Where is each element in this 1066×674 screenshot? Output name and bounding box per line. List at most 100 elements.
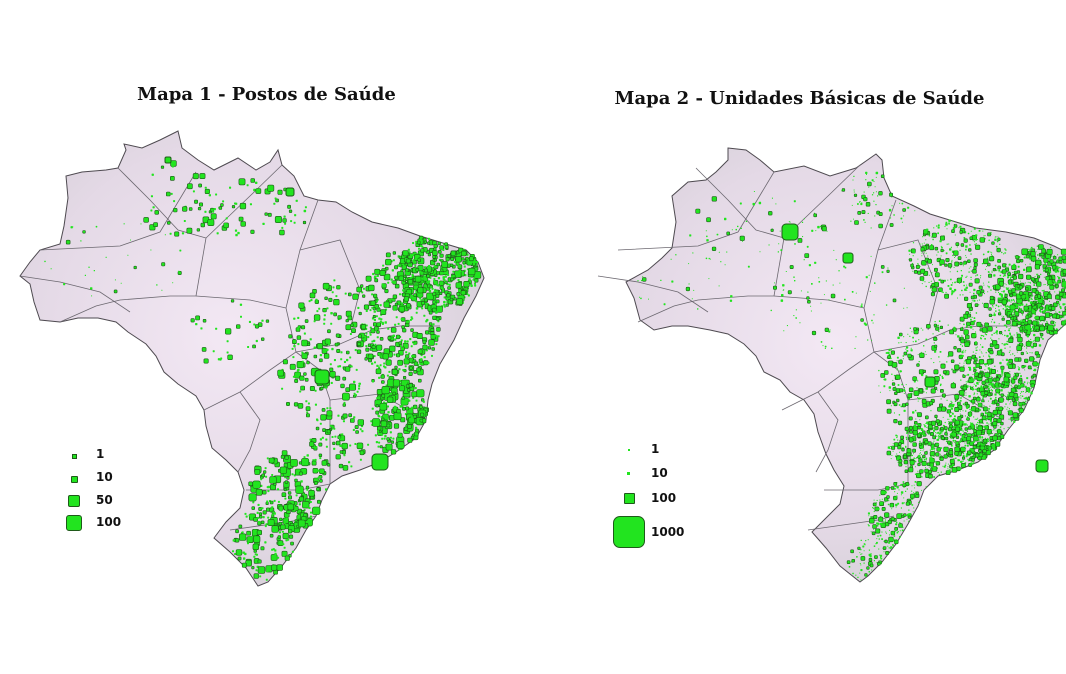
health-unit-marker (1004, 283, 1006, 285)
health-unit-marker (406, 340, 409, 343)
health-unit-marker (250, 229, 255, 234)
health-unit-marker (886, 399, 891, 405)
health-unit-marker (968, 248, 972, 252)
health-unit-marker (292, 356, 295, 359)
health-unit-marker (896, 398, 900, 403)
health-unit-marker (284, 555, 290, 561)
health-unit-marker (95, 225, 98, 228)
health-unit-marker (341, 442, 348, 450)
health-unit-marker (150, 209, 153, 212)
health-unit-marker (996, 269, 998, 272)
health-unit-marker (986, 383, 988, 385)
health-unit-marker (957, 256, 962, 261)
health-unit-marker (435, 316, 440, 321)
health-unit-marker (934, 460, 936, 462)
health-unit-marker (197, 207, 202, 211)
health-unit-marker (935, 434, 937, 436)
health-unit-marker (976, 372, 978, 374)
health-unit-marker (902, 481, 905, 483)
health-unit-marker (1026, 352, 1029, 354)
health-unit-marker (386, 437, 390, 441)
health-unit-marker (324, 338, 331, 345)
health-unit-marker (889, 534, 890, 536)
health-unit-marker (868, 549, 870, 551)
health-unit-marker (356, 286, 362, 293)
health-unit-marker (976, 289, 981, 295)
health-unit-marker (927, 423, 929, 425)
health-unit-marker (313, 354, 318, 359)
health-unit-marker (1011, 377, 1014, 380)
health-unit-marker (973, 258, 978, 263)
health-unit-marker (203, 358, 209, 364)
health-unit-marker (1018, 276, 1021, 279)
health-unit-marker (281, 492, 287, 498)
health-unit-marker (890, 446, 892, 447)
health-unit-marker (1004, 347, 1006, 349)
health-unit-marker (954, 440, 957, 442)
health-unit-marker (973, 288, 976, 292)
health-unit-marker (1010, 401, 1012, 403)
health-unit-marker (439, 291, 443, 296)
health-unit-marker (977, 396, 979, 398)
health-unit-marker (236, 324, 241, 329)
health-unit-marker (315, 478, 318, 482)
health-unit-marker (997, 433, 1000, 436)
health-unit-marker (919, 398, 921, 400)
health-unit-marker (400, 404, 404, 408)
health-unit-marker (952, 331, 954, 333)
health-unit-marker (1002, 263, 1007, 268)
health-unit-marker (1003, 315, 1005, 317)
health-unit-marker (911, 331, 913, 333)
health-unit-marker (894, 391, 898, 395)
health-unit-marker (995, 330, 998, 333)
health-unit-marker (204, 186, 207, 189)
health-unit-marker (1024, 282, 1026, 284)
health-unit-marker (1042, 318, 1044, 321)
health-unit-marker (1024, 365, 1027, 368)
health-unit-marker (1033, 300, 1035, 302)
health-unit-marker (382, 264, 385, 267)
health-unit-marker (941, 246, 943, 249)
health-unit-marker (965, 286, 968, 289)
health-unit-marker (329, 371, 336, 378)
health-unit-marker (989, 397, 992, 400)
health-unit-marker (928, 281, 930, 283)
health-unit-marker (257, 520, 261, 524)
health-unit-marker (888, 500, 890, 502)
health-unit-marker (210, 213, 217, 220)
health-unit-marker (1004, 373, 1006, 375)
health-unit-marker (380, 416, 383, 418)
health-unit-marker (271, 506, 274, 509)
health-unit-marker (908, 520, 910, 522)
health-unit-marker (884, 501, 886, 503)
health-unit-marker (973, 227, 976, 230)
health-unit-marker (1039, 255, 1041, 258)
health-unit-marker (897, 420, 903, 426)
health-unit-marker (976, 349, 978, 351)
health-unit-marker (891, 538, 893, 540)
health-unit-marker (369, 309, 372, 312)
health-unit-marker (281, 226, 284, 229)
health-unit-marker (974, 333, 977, 336)
health-unit-marker (955, 435, 960, 439)
health-unit-marker (1057, 276, 1059, 278)
health-unit-marker (986, 257, 989, 259)
health-unit-marker (933, 476, 935, 478)
health-unit-marker (356, 349, 362, 354)
health-unit-marker (994, 264, 997, 267)
health-unit-marker (939, 422, 942, 424)
health-unit-marker (866, 566, 870, 570)
health-unit-marker (1025, 351, 1027, 353)
health-unit-marker (931, 283, 936, 287)
health-unit-marker (887, 519, 892, 525)
health-unit-marker (864, 544, 866, 546)
health-unit-marker (946, 361, 948, 363)
health-unit-marker (907, 393, 913, 399)
health-unit-marker (400, 339, 403, 342)
health-unit-marker (1038, 307, 1040, 309)
health-unit-marker (975, 341, 977, 344)
health-unit-marker (976, 393, 978, 395)
health-unit-marker (1008, 329, 1010, 332)
health-unit-marker (893, 438, 896, 441)
state-border (205, 164, 283, 239)
